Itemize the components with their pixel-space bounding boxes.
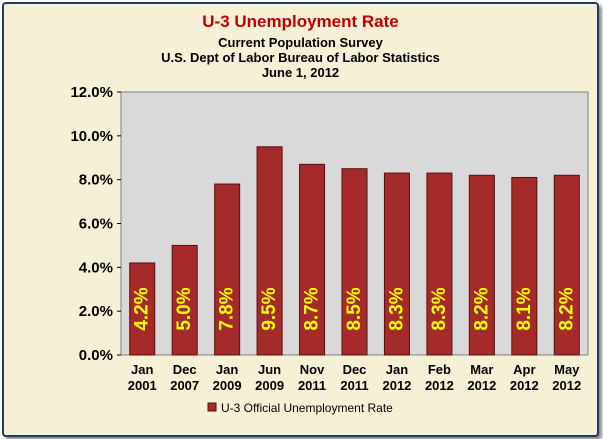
y-tick-label: 8.0% (79, 172, 113, 189)
bar (468, 174, 495, 356)
x-tick-label-month: Nov (300, 362, 325, 377)
y-tick-label: 12.0% (70, 84, 113, 101)
x-tick-label-year: 2011 (298, 378, 326, 393)
x-tick-label-month: Jan (216, 362, 238, 377)
bar (341, 168, 368, 356)
bar-data-label: 5.0% (174, 287, 195, 330)
bar-data-label: 8.2% (556, 287, 577, 330)
x-tick-label-month: Dec (343, 362, 367, 377)
x-tick-label-year: 2007 (170, 378, 199, 393)
x-tick-label-year: 2012 (552, 378, 581, 393)
bar (383, 172, 410, 356)
bar-data-label: 8.3% (386, 287, 407, 330)
x-tick-label-month: Dec (173, 362, 197, 377)
bar-data-label: 9.5% (259, 287, 280, 330)
x-tick-label-month: Jun (258, 362, 281, 377)
legend-label: U-3 Official Unemployment Rate (221, 401, 393, 415)
x-tick-label-month: Jan (131, 362, 153, 377)
x-tick-label-year: 2012 (382, 378, 411, 393)
x-tick-label-year: 2012 (467, 378, 496, 393)
y-tick-label: 6.0% (79, 216, 113, 233)
bar-data-label: 8.3% (429, 287, 450, 330)
bar (129, 262, 156, 356)
x-tick-label-year: 2012 (510, 378, 539, 393)
bar-chart: 0.0%2.0%4.0%6.0%8.0%10.0%12.0%4.2%Jan200… (70, 84, 589, 415)
bar-data-label: 8.1% (514, 287, 535, 330)
y-tick-label: 2.0% (79, 303, 113, 320)
bar (511, 176, 538, 356)
x-tick-label-year: 2001 (128, 378, 157, 393)
bar (299, 163, 326, 356)
x-tick-label-year: 2011 (340, 378, 368, 393)
y-tick-label: 4.0% (79, 259, 113, 276)
x-tick-label-month: Mar (470, 362, 493, 377)
chart-subtitle-line-1: Current Population Survey (218, 35, 383, 50)
bar (553, 174, 580, 356)
x-tick-label-month: Feb (428, 362, 451, 377)
chart-subtitle-line-3: June 1, 2012 (261, 65, 340, 80)
x-tick-label-year: 2009 (255, 378, 284, 393)
x-tick-label-month: Jan (386, 362, 408, 377)
y-tick-label: 0.0% (79, 347, 113, 364)
bar-data-label: 4.2% (132, 287, 153, 330)
bar (171, 244, 198, 356)
bar-data-label: 8.2% (471, 287, 492, 330)
bar (426, 172, 453, 356)
chart-title: U-3 Unemployment Rate (202, 12, 399, 31)
bar (214, 183, 241, 356)
bar-data-label: 8.7% (302, 287, 323, 330)
x-tick-label-month: May (554, 362, 580, 377)
bar (256, 146, 283, 356)
bar-data-label: 7.8% (217, 287, 238, 330)
bar-data-label: 8.5% (344, 287, 365, 330)
x-tick-label-month: Apr (513, 362, 535, 377)
chart-subtitle-line-2: U.S. Dept of Labor Bureau of Labor Stati… (161, 50, 440, 65)
legend-swatch (207, 402, 217, 412)
y-tick-label: 10.0% (70, 128, 113, 145)
x-tick-label-year: 2012 (425, 378, 454, 393)
x-tick-label-year: 2009 (213, 378, 242, 393)
